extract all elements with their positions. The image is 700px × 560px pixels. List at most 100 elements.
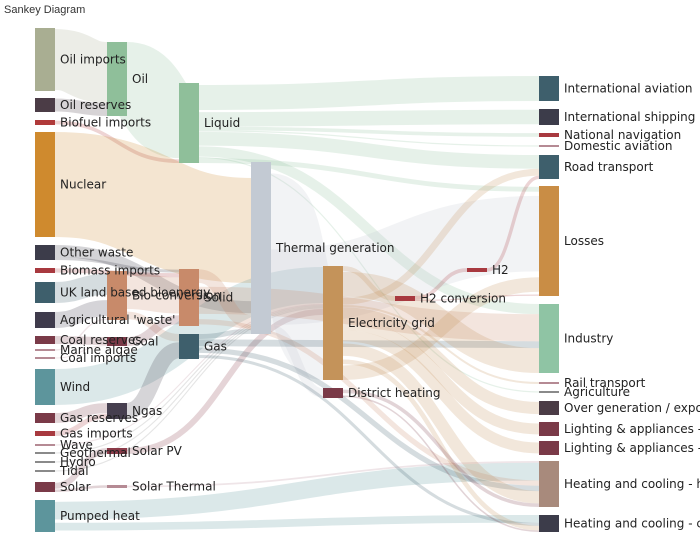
node-lighting_home[interactable] [539, 422, 559, 436]
link-electricity_grid-to-heating_commercial [342, 359, 540, 531]
link-hydro-to-electricity_grid [54, 306, 324, 463]
node-label-heating_commercial: Heating and cooling - commercial [564, 517, 700, 531]
node-label-biomass_imports: Biomass imports [60, 264, 160, 278]
node-intl_shipping[interactable] [539, 109, 559, 125]
node-solid[interactable] [179, 269, 199, 326]
link-oil_reserves-to-oil [54, 98, 108, 117]
node-heating_commercial[interactable] [539, 515, 559, 532]
node-coal[interactable] [107, 337, 127, 346]
node-ngas[interactable] [107, 403, 127, 419]
node-agriculture[interactable] [539, 391, 559, 393]
node-road_transport[interactable] [539, 155, 559, 179]
link-liquid-to-industry [198, 146, 540, 315]
link-bio_conversion-to-gas [126, 311, 180, 342]
node-dom_aviation[interactable] [539, 145, 559, 147]
node-label-oil_imports: Oil imports [60, 53, 126, 67]
node-h2_conversion[interactable] [395, 296, 415, 301]
node-lighting_commercial[interactable] [539, 441, 559, 455]
node-wave[interactable] [35, 444, 55, 446]
node-pumped_heat[interactable] [35, 500, 55, 532]
node-coal_reserves[interactable] [35, 336, 55, 344]
node-geothermal[interactable] [35, 452, 55, 454]
node-liquid[interactable] [179, 83, 199, 163]
node-label-geothermal: Geothermal [60, 446, 131, 460]
node-nuclear[interactable] [35, 132, 55, 237]
node-bio_conversion[interactable] [107, 271, 127, 320]
link-electricity_grid-to-heating_home [342, 343, 540, 504]
node-label-nuclear: Nuclear [60, 178, 106, 192]
link-liquid-to-intl_shipping [198, 109, 540, 127]
node-solar_pv[interactable] [107, 448, 127, 454]
link-solar-to-solar_pv [54, 448, 108, 489]
link-thermal_generation-to-losses [270, 195, 540, 325]
sankey-labels: Oil imports Oil reserves Biofuel imports Nu… [59, 53, 700, 531]
node-label-industry: Industry [564, 332, 613, 346]
node-label-pumped_heat: Pumped heat [60, 509, 140, 523]
link-oil_imports-to-oil [53, 28, 109, 104]
node-label-solar_thermal: Solar Thermal [132, 480, 216, 494]
node-oil[interactable] [107, 42, 127, 116]
node-label-oil: Oil [132, 72, 148, 86]
link-nuclear-to-thermal_generation [53, 132, 253, 284]
node-solar_thermal[interactable] [107, 485, 127, 488]
node-label-uk_land_bio: UK land based bioenergy [60, 286, 210, 300]
link-marine_algae-to-bio_conversion [54, 318, 108, 351]
link-tidal-to-electricity_grid [54, 307, 324, 472]
node-label-road_transport: Road transport [564, 160, 654, 174]
node-marine_algae[interactable] [35, 349, 55, 351]
link-gas-to-thermal_generation [198, 328, 252, 339]
diagram-title: Sankey Diagram [4, 4, 86, 16]
node-h2[interactable] [467, 268, 487, 272]
link-district_heating-to-heating_home [342, 389, 540, 508]
node-label-marine_algae: Marine algae [60, 343, 138, 357]
node-uk_land_bio[interactable] [35, 282, 55, 303]
link-solid-to-thermal_generation [197, 269, 253, 329]
link-electricity_grid-to-over_generation [342, 307, 540, 415]
link-gas-to-heating_commercial [198, 354, 540, 526]
node-hydro[interactable] [35, 461, 55, 463]
node-gas[interactable] [179, 334, 199, 359]
node-industry[interactable] [539, 304, 559, 373]
node-biomass_imports[interactable] [35, 268, 55, 273]
node-label-wave: Wave [60, 438, 93, 452]
node-oil_reserves[interactable] [35, 98, 55, 112]
node-label-hydro: Hydro [60, 455, 96, 469]
link-bio_conversion-to-solid [126, 272, 180, 314]
node-wind[interactable] [35, 369, 55, 405]
node-label-lighting_home: Lighting & appliances - homes [564, 422, 700, 436]
node-losses[interactable] [539, 186, 559, 296]
node-thermal_generation[interactable] [251, 162, 271, 334]
link-electricity_grid-to-industry [342, 271, 540, 373]
node-over_generation[interactable] [539, 401, 559, 415]
link-h2_conversion-to-h2 [414, 268, 468, 300]
link-gas-to-heating_home [198, 347, 540, 492]
link-geothermal-to-electricity_grid [54, 305, 324, 454]
node-label-coal_imports: Coal imports [60, 351, 136, 365]
node-district_heating[interactable] [323, 388, 343, 398]
node-gas_reserves[interactable] [35, 413, 55, 423]
node-label-natl_navigation: National navigation [564, 128, 681, 142]
node-other_waste[interactable] [35, 245, 55, 260]
node-natl_navigation[interactable] [539, 133, 559, 137]
node-tidal[interactable] [35, 470, 55, 472]
node-label-over_generation: Over generation / exports [564, 401, 700, 415]
link-liquid-to-dom_aviation [198, 130, 540, 147]
node-gas_imports[interactable] [35, 431, 55, 436]
node-heating_home[interactable] [539, 461, 559, 507]
node-label-intl_shipping: International shipping [564, 110, 695, 124]
node-coal_imports[interactable] [35, 357, 55, 359]
node-rail_transport[interactable] [539, 382, 559, 384]
node-label-gas: Gas [204, 340, 227, 354]
node-label-ngas: Ngas [132, 404, 162, 418]
node-biofuel_imports[interactable] [35, 120, 55, 125]
node-label-dom_aviation: Domestic aviation [564, 139, 673, 153]
node-intl_aviation[interactable] [539, 76, 559, 101]
node-solar[interactable] [35, 482, 55, 492]
node-electricity_grid[interactable] [323, 266, 343, 380]
sankey-nodes [35, 28, 559, 532]
node-agri_waste[interactable] [35, 312, 55, 328]
link-liquid-to-road_transport [198, 131, 540, 169]
link-h2_conversion-to-losses [414, 294, 540, 301]
node-oil_imports[interactable] [35, 28, 55, 91]
